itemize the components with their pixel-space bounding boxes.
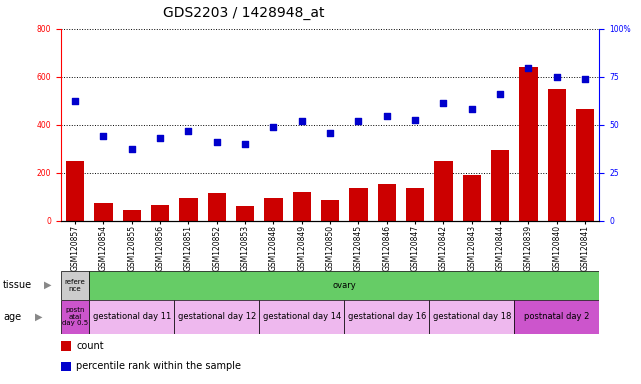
Text: gestational day 11: gestational day 11 bbox=[92, 312, 171, 321]
Bar bbox=[292, 192, 311, 221]
Bar bbox=[151, 205, 169, 221]
Bar bbox=[406, 189, 424, 221]
Bar bbox=[491, 150, 510, 221]
Bar bbox=[208, 193, 226, 221]
Point bbox=[155, 135, 165, 141]
Text: age: age bbox=[3, 312, 21, 322]
Text: refere
nce: refere nce bbox=[65, 279, 85, 291]
Point bbox=[325, 130, 335, 136]
Bar bbox=[514, 300, 599, 334]
Bar bbox=[259, 300, 344, 334]
Text: gestational day 12: gestational day 12 bbox=[178, 312, 256, 321]
Bar bbox=[349, 189, 368, 221]
Bar bbox=[547, 89, 566, 221]
Bar bbox=[429, 300, 514, 334]
Bar bbox=[66, 161, 84, 221]
Bar bbox=[321, 200, 339, 221]
Bar bbox=[174, 300, 259, 334]
Point bbox=[467, 106, 477, 112]
Text: ▶: ▶ bbox=[35, 312, 43, 322]
Point bbox=[98, 132, 108, 139]
Bar bbox=[61, 341, 71, 351]
Bar bbox=[179, 198, 197, 221]
Point bbox=[269, 124, 279, 130]
Text: gestational day 18: gestational day 18 bbox=[433, 312, 511, 321]
Point bbox=[381, 113, 392, 119]
Text: gestational day 16: gestational day 16 bbox=[347, 312, 426, 321]
Text: percentile rank within the sample: percentile rank within the sample bbox=[76, 361, 241, 371]
Bar bbox=[61, 300, 89, 334]
Point bbox=[410, 117, 420, 123]
Bar bbox=[519, 67, 538, 221]
Point bbox=[297, 118, 307, 124]
Bar bbox=[463, 175, 481, 221]
Point bbox=[70, 98, 80, 104]
Text: ▶: ▶ bbox=[44, 280, 51, 290]
Text: GDS2203 / 1428948_at: GDS2203 / 1428948_at bbox=[163, 6, 324, 20]
Point bbox=[127, 146, 137, 152]
Text: postnatal day 2: postnatal day 2 bbox=[524, 312, 590, 321]
Bar bbox=[264, 198, 283, 221]
Bar bbox=[94, 203, 113, 221]
Bar bbox=[61, 362, 71, 371]
Point bbox=[438, 100, 449, 106]
Bar bbox=[236, 207, 254, 221]
Bar bbox=[122, 210, 141, 221]
Bar bbox=[89, 300, 174, 334]
Point bbox=[240, 141, 250, 147]
Point bbox=[212, 139, 222, 145]
Bar bbox=[576, 109, 594, 221]
Bar bbox=[344, 300, 429, 334]
Point bbox=[495, 91, 505, 97]
Point bbox=[183, 128, 194, 134]
Point bbox=[552, 74, 562, 80]
Point bbox=[523, 65, 533, 71]
Point bbox=[353, 118, 363, 124]
Text: gestational day 14: gestational day 14 bbox=[263, 312, 341, 321]
Bar bbox=[434, 161, 453, 221]
Bar bbox=[61, 271, 89, 300]
Text: count: count bbox=[76, 341, 104, 351]
Bar bbox=[378, 184, 396, 221]
Text: tissue: tissue bbox=[3, 280, 32, 290]
Point bbox=[580, 76, 590, 82]
Text: postn
atal
day 0.5: postn atal day 0.5 bbox=[62, 307, 88, 326]
Text: ovary: ovary bbox=[333, 281, 356, 290]
